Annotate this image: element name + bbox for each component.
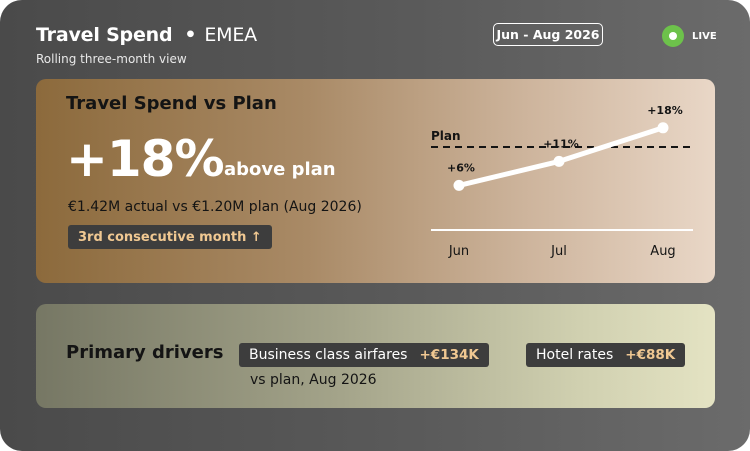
headline-panel: Travel Spend vs Plan +18% above plan €1.…: [36, 79, 715, 283]
drivers-note: vs plan, Aug 2026: [250, 372, 377, 388]
headline-value: +18%: [66, 130, 225, 188]
data-label: +18%: [647, 104, 683, 117]
streak-badge: 3rd consecutive month ↑: [68, 225, 272, 249]
headline-suffix: above plan: [224, 159, 336, 180]
driver-value: +€88K: [625, 347, 676, 363]
x-tick-label: Jul: [550, 244, 567, 259]
live-label: LIVE: [692, 30, 717, 42]
driver-name: Business class airfares: [249, 347, 408, 363]
plan-label: Plan: [431, 129, 461, 143]
headline-title: Travel Spend vs Plan: [66, 93, 277, 114]
live-indicator: LIVE: [662, 25, 717, 47]
data-point: [453, 179, 465, 191]
region-label: EMEA: [204, 24, 257, 46]
data-label: +6%: [447, 161, 475, 174]
data-point: [553, 155, 565, 167]
drivers-panel: Primary drivers Business class airfares …: [36, 304, 715, 408]
driver-chip-hotels: Hotel rates +€88K: [526, 343, 686, 367]
x-tick-label: Jun: [448, 244, 469, 259]
data-point: [657, 122, 669, 134]
drivers-title: Primary drivers: [66, 342, 224, 363]
driver-chip-airfares: Business class airfares +€134K: [239, 343, 489, 367]
trend-chart: Plan +6% Jun +11% Jul +18% Aug: [431, 104, 693, 259]
driver-name: Hotel rates: [536, 347, 614, 363]
page-title: Travel Spend • EMEA: [36, 24, 257, 46]
live-dot-icon: [662, 25, 684, 47]
driver-value: +€134K: [419, 347, 479, 363]
date-range-badge[interactable]: Jun - Aug 2026: [493, 23, 603, 46]
subtitle: Rolling three-month view: [36, 52, 187, 66]
data-label: +11%: [543, 137, 579, 150]
actual-vs-plan: €1.42M actual vs €1.20M plan (Aug 2026): [68, 199, 362, 215]
x-tick-label: Aug: [650, 244, 675, 259]
title-separator: •: [184, 24, 197, 46]
title-text: Travel Spend: [36, 24, 173, 46]
